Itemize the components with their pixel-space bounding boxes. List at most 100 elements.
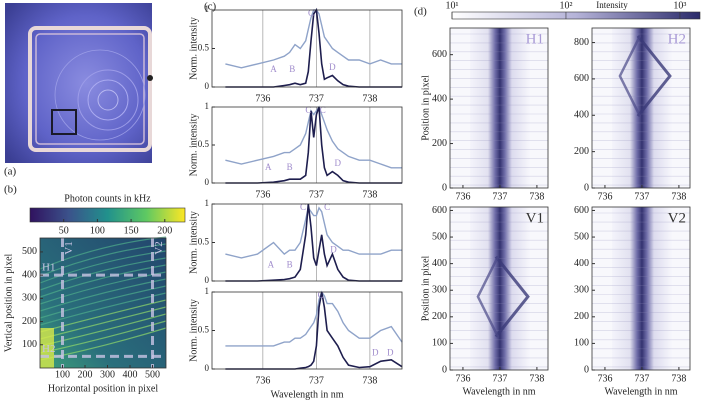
frame: [211, 106, 403, 184]
panel-label: (a): [4, 166, 17, 178]
x-axis-label: Wavelength in nm: [604, 386, 677, 397]
spectrum-line: [225, 206, 402, 259]
x-tick-label: 738: [671, 191, 686, 202]
y-axis-label: Norm. intensity: [188, 211, 199, 274]
heatmap-ridge: [494, 255, 530, 338]
x-axis-label: Wavelength in nm: [462, 386, 535, 397]
y-tick-label: 0: [584, 182, 589, 193]
frame: [591, 206, 691, 371]
y-tick-label: 0.5: [198, 237, 210, 247]
y-tick-label: 0: [584, 364, 589, 375]
y-tick-label: 0: [205, 177, 210, 187]
y-tick-label: 200: [574, 311, 589, 322]
x-tick-label: 737: [309, 189, 324, 200]
peak-label: C: [308, 8, 314, 18]
y-tick-label: 800: [574, 37, 589, 48]
x-tick-label: 737: [634, 373, 649, 384]
y-tick-label: 400: [22, 269, 37, 280]
peak-label: A: [270, 64, 277, 74]
y-tick-label: 100: [574, 338, 589, 349]
y-tick-label: 0.5: [198, 325, 210, 335]
y-tick-label: 500: [432, 231, 447, 242]
heatmap-band: [611, 207, 672, 370]
x-tick-label: 736: [255, 93, 270, 104]
x-tick-label: 736: [597, 373, 612, 384]
x-axis-label: Wavelength in nm: [270, 389, 343, 400]
y-tick-label: 0: [205, 363, 210, 373]
y-tick-label: 500: [574, 231, 589, 242]
spectrum-line: [225, 9, 402, 69]
map-stripe: [39, 285, 167, 319]
peak-label: D: [335, 158, 342, 168]
peak-label: A: [268, 260, 275, 270]
frame: [211, 9, 403, 88]
peak-label: B: [287, 162, 293, 172]
y-tick-label: 0: [442, 182, 447, 193]
peak-label: C: [318, 290, 324, 300]
x-tick-label: 100: [55, 369, 70, 380]
colorbar-tick-label: 150: [124, 225, 139, 236]
x-tick-label: 736: [255, 189, 270, 200]
colorbar: [29, 207, 186, 223]
x-tick-label: 738: [362, 93, 377, 104]
x-tick-label: 738: [362, 189, 377, 200]
x-tick-label: 500: [145, 369, 160, 380]
x-tick-label: 736: [255, 375, 270, 386]
y-tick-label: 1: [205, 101, 210, 111]
y-tick-label: 0.5: [198, 139, 210, 149]
peak-label: B: [289, 64, 295, 74]
colorbar-tick-label: 200: [157, 225, 172, 236]
x-axis-label: Horizontal position in pixel: [48, 383, 158, 394]
y-tick-label: 600: [574, 73, 589, 84]
colorbar-tick-label: 10³: [673, 0, 686, 11]
y-axis-label: Norm. intensity: [188, 17, 199, 80]
frame: [211, 291, 403, 370]
panel-tag: V1: [526, 210, 544, 226]
cut-label: V2: [153, 241, 165, 254]
y-tick-label: 1: [205, 198, 210, 208]
y-tick-label: 100: [22, 339, 37, 350]
y-tick-label: 400: [432, 93, 447, 104]
photo: [5, 3, 153, 163]
peak-label: C: [300, 202, 306, 212]
peak-label: C: [305, 105, 311, 115]
y-tick-label: 300: [22, 293, 37, 304]
x-tick-label: 300: [100, 369, 115, 380]
y-axis-label: Position in pixel: [420, 255, 431, 321]
x-tick-label: 737: [309, 93, 324, 104]
y-tick-label: 200: [22, 316, 37, 327]
peak-label: C: [320, 105, 326, 115]
y-tick-label: 400: [574, 258, 589, 269]
peak-label: B: [287, 260, 293, 270]
x-tick-label: 738: [671, 373, 686, 384]
peak-label: D: [330, 244, 337, 254]
cut-label: V1: [63, 241, 75, 254]
spectrum-line: [225, 7, 402, 88]
panel-tag: V2: [668, 210, 686, 226]
x-tick-label: 736: [455, 191, 470, 202]
y-tick-label: 600: [432, 205, 447, 216]
heatmap-band: [469, 28, 530, 188]
peak-label: D: [372, 348, 379, 358]
y-tick-label: 400: [432, 258, 447, 269]
panel-label: (b): [4, 184, 17, 196]
y-tick-label: 500: [22, 246, 37, 257]
frame: [591, 27, 691, 189]
colorbar-tick-label: 50: [59, 225, 69, 236]
colorbar: [451, 11, 701, 20]
colorbar-title: Photon counts in kHz: [64, 193, 151, 204]
cut-label: H1: [42, 262, 55, 274]
spectrum-line: [225, 106, 402, 184]
panel-tag: H1: [526, 31, 544, 47]
y-tick-label: 0: [205, 81, 210, 91]
y-tick-label: 200: [432, 311, 447, 322]
heatmap-ridge: [636, 35, 672, 117]
colorbar-tick-label: 10¹: [446, 0, 459, 11]
y-tick-label: 100: [432, 338, 447, 349]
heatmap-ridge: [476, 256, 500, 338]
y-tick-label: 0.5: [198, 43, 210, 53]
frame: [449, 27, 549, 189]
x-tick-label: 737: [492, 373, 507, 384]
panel-label: (c): [204, 1, 217, 13]
map-bright: [40, 328, 54, 368]
